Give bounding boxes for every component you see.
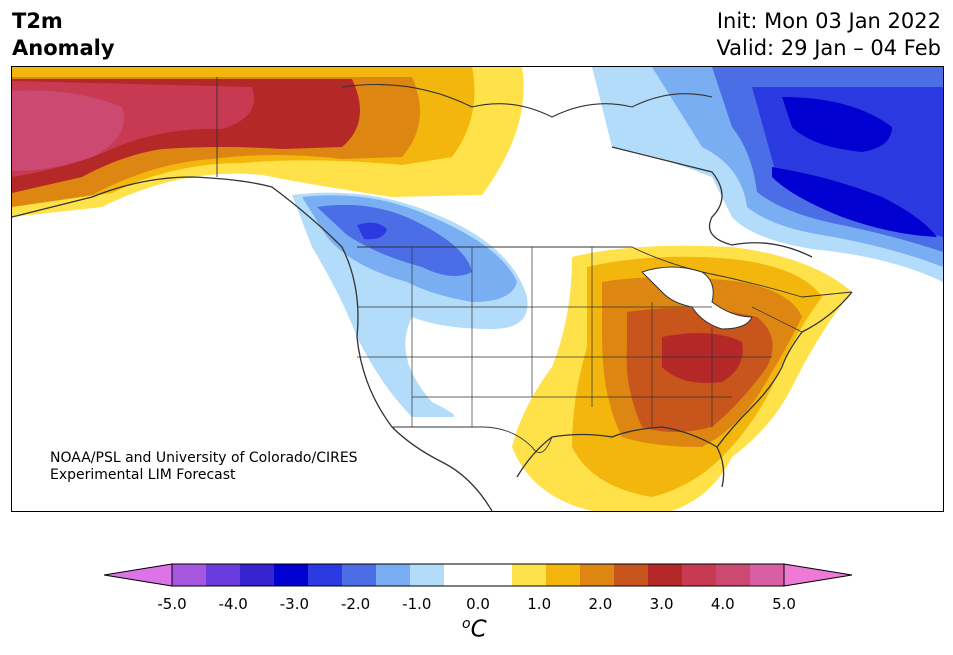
colorbar-ticks: -5.0 -4.0 -3.0 -2.0 -1.0 0.0 1.0 2.0 3.0 4.0 5.0 xyxy=(0,595,953,615)
colorbar-frame xyxy=(171,563,785,587)
colorbar-tick-label: -5.0 xyxy=(157,595,187,613)
map-canvas xyxy=(12,67,943,511)
colorbar-cell xyxy=(682,564,717,586)
shade-bc-blue2 xyxy=(317,204,472,276)
anomaly-map: NOAA/PSL and University of Colorado/CIRE… xyxy=(11,66,944,512)
forecast-dates: Init: Mon 03 Jan 2022 Valid: 29 Jan – 04… xyxy=(716,8,941,62)
credit-line-1: NOAA/PSL and University of Colorado/CIRE… xyxy=(50,450,358,466)
colorbar-tick-label: 0.0 xyxy=(466,595,490,613)
unit-degree: o xyxy=(462,616,471,632)
colorbar-cell xyxy=(172,564,207,586)
colorbar-cell xyxy=(342,564,377,586)
colorbar-cell xyxy=(274,564,309,586)
init-date: Init: Mon 03 Jan 2022 xyxy=(716,9,941,33)
colorbar-tick-label: 5.0 xyxy=(772,595,796,613)
colorbar-tick-label: -4.0 xyxy=(218,595,248,613)
colorbar-svg xyxy=(103,563,853,587)
shade-bc-blue3 xyxy=(357,222,387,240)
title-metric: Anomaly xyxy=(12,36,115,60)
colorbar-cell xyxy=(376,564,411,586)
border-us-mexico xyxy=(392,426,553,454)
colorbar-cell xyxy=(512,564,547,586)
shade-se-red xyxy=(662,333,743,383)
colorbar-cell xyxy=(546,564,581,586)
colorbar-extend-min xyxy=(103,563,173,587)
border-us-canada xyxy=(357,246,853,298)
shade-ec-blue4 xyxy=(782,97,892,152)
valid-range: Valid: 29 Jan – 04 Feb xyxy=(716,36,941,60)
colorbar-tick-label: -2.0 xyxy=(340,595,371,613)
colorbar-cell xyxy=(750,564,785,586)
colorbar-tick-label: 4.0 xyxy=(710,595,735,613)
colorbar-cell xyxy=(206,564,241,586)
colorbar xyxy=(103,563,853,591)
title-variable: T2m xyxy=(12,9,63,33)
state-lines xyxy=(357,247,803,427)
colorbar-cell xyxy=(410,564,445,586)
colorbar-cell xyxy=(478,564,513,586)
colorbar-cell xyxy=(648,564,683,586)
chart-title: T2m Anomaly xyxy=(12,8,115,62)
credit-line-2: Experimental LIM Forecast xyxy=(50,467,236,483)
colorbar-tick-label: -3.0 xyxy=(279,595,310,613)
coastline-arctic xyxy=(341,83,713,118)
colorbar-cell xyxy=(444,564,479,586)
colorbar-cell xyxy=(580,564,615,586)
colorbar-cell xyxy=(614,564,649,586)
colorbar-tick-label: 3.0 xyxy=(649,595,674,613)
shade-ec-blue4b xyxy=(772,167,937,237)
colorbar-tick-label: 1.0 xyxy=(527,595,552,613)
credit-text: NOAA/PSL and University of Colorado/CIRE… xyxy=(50,450,358,484)
coastline-gulf xyxy=(516,426,718,478)
colorbar-tick-label: -1.0 xyxy=(402,595,432,613)
shade-ak-pink xyxy=(12,90,124,171)
coastline-east xyxy=(716,291,853,488)
colorbar-extend-max xyxy=(783,563,853,587)
unit-letter: C xyxy=(470,616,487,643)
colorbar-cell xyxy=(308,564,343,586)
colorbar-cell xyxy=(716,564,751,586)
coastline-hudson xyxy=(611,146,813,258)
colorbar-cell xyxy=(240,564,275,586)
colorbar-unit: oC xyxy=(462,616,487,643)
coastline-west xyxy=(12,176,493,511)
colorbar-tick-label: 2.0 xyxy=(588,595,613,613)
